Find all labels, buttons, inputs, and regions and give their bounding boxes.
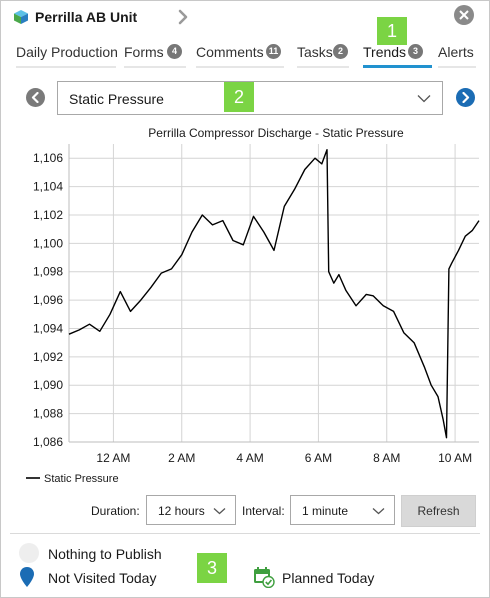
tab-count-badge: 2 <box>333 44 348 59</box>
series-line-static-pressure <box>68 149 480 439</box>
trend-chart: Perrilla Compressor Discharge - Static P… <box>26 126 480 485</box>
y-tick-label: 1,102 <box>33 208 63 222</box>
x-tick-label: 4 AM <box>236 451 263 465</box>
nothing-to-publish-label: Nothing to Publish <box>48 546 162 562</box>
y-tick-label: 1,088 <box>33 407 63 421</box>
callout-badge-3: 3 <box>197 553 227 583</box>
close-icon <box>459 10 469 20</box>
tab-label: Comments <box>196 44 264 60</box>
x-tick-label: 2 AM <box>168 451 195 465</box>
tab-label: Trends <box>363 44 407 60</box>
x-tick-label: 8 AM <box>373 451 400 465</box>
refresh-button[interactable]: Refresh <box>401 495 476 527</box>
not-visited-label: Not Visited Today <box>48 570 157 586</box>
y-tick-label: 1,096 <box>33 293 63 307</box>
tab-comments[interactable]: Comments 11 <box>196 40 284 68</box>
tab-bar: Daily Production Forms 4 Comments 11 Tas… <box>0 40 490 68</box>
chevron-right-icon[interactable] <box>176 8 190 26</box>
divider <box>10 533 480 534</box>
y-tick-label: 1,094 <box>33 321 63 335</box>
tab-underline <box>196 66 284 68</box>
callout-badge-1: 1 <box>377 17 407 45</box>
y-tick-label: 1,104 <box>33 180 63 194</box>
callout-badge-2: 2 <box>224 82 254 112</box>
tab-tasks[interactable]: Tasks 2 <box>297 40 349 68</box>
tab-underline <box>297 66 349 68</box>
tab-label: Daily Production <box>16 44 118 60</box>
x-tick-label: 12 AM <box>96 451 130 465</box>
tab-underline <box>438 66 476 68</box>
cube-icon <box>14 10 28 24</box>
tab-label: Forms <box>124 44 164 60</box>
legend-label: Static Pressure <box>44 473 119 485</box>
chart-title: Perrilla Compressor Discharge - Static P… <box>148 126 404 140</box>
y-tick-label: 1,092 <box>33 350 63 364</box>
next-series-button[interactable] <box>456 88 475 107</box>
chevron-down-icon <box>213 508 226 515</box>
map-pin-icon <box>20 567 34 587</box>
tab-count-badge: 3 <box>408 44 423 59</box>
tab-alerts[interactable]: Alerts <box>438 40 476 68</box>
y-tick-label: 1,100 <box>33 236 63 250</box>
app-title: Perrilla AB Unit <box>35 9 138 25</box>
x-tick-label: 10 AM <box>438 451 472 465</box>
nothing-to-publish-icon <box>19 543 39 563</box>
y-tick-label: 1,086 <box>33 435 63 449</box>
y-tick-label: 1,098 <box>33 265 63 279</box>
calendar-check-icon <box>254 567 275 588</box>
tab-label: Alerts <box>438 44 474 60</box>
tab-trends[interactable]: Trends 3 <box>363 40 432 68</box>
series-dropdown-value: Static Pressure <box>69 91 164 107</box>
tab-count-badge: 11 <box>266 44 281 59</box>
y-tick-label: 1,090 <box>33 378 63 392</box>
y-tick-label: 1,106 <box>33 151 63 165</box>
tab-label: Tasks <box>297 44 333 60</box>
tab-forms[interactable]: Forms 4 <box>124 40 186 68</box>
duration-value: 12 hours <box>158 504 205 518</box>
tab-underline <box>124 66 186 68</box>
tab-daily-production[interactable]: Daily Production <box>16 40 118 68</box>
tab-underline-active <box>363 65 432 68</box>
duration-label: Duration: <box>91 504 140 518</box>
previous-series-button[interactable] <box>26 88 45 107</box>
close-button[interactable] <box>454 5 474 25</box>
chevron-down-icon <box>417 95 431 103</box>
tab-underline <box>16 66 116 68</box>
interval-label: Interval: <box>242 504 285 518</box>
interval-value: 1 minute <box>302 504 349 518</box>
x-tick-label: 6 AM <box>305 451 332 465</box>
interval-dropdown[interactable]: 1 minute <box>290 495 395 525</box>
chevron-left-icon <box>31 92 39 103</box>
tab-count-badge: 4 <box>167 44 182 59</box>
duration-dropdown[interactable]: 12 hours <box>146 495 236 525</box>
planned-label: Planned Today <box>282 570 375 586</box>
chevron-down-icon <box>372 508 385 515</box>
chevron-right-icon <box>462 92 470 103</box>
